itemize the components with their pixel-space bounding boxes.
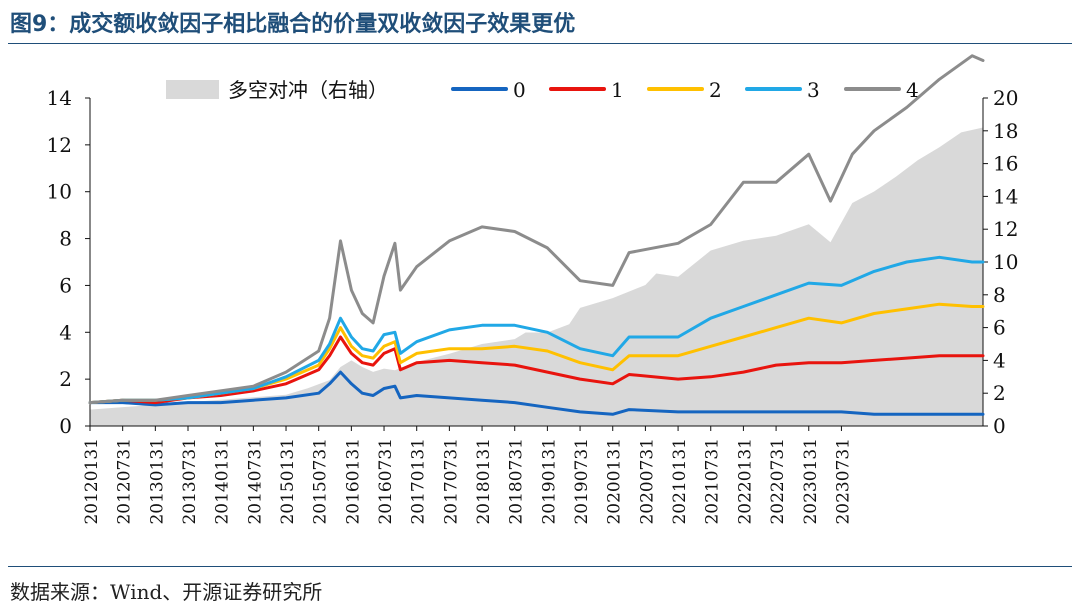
y-left-tick-label: 4 [59, 320, 72, 344]
legend-label-1: 1 [611, 78, 624, 102]
y-left-tick-label: 12 [47, 133, 72, 157]
axes-layer: 0 2 4 6 8 10 12 14 0 2 4 6 8 10 12 14 16 18 20 20120131 2012… [47, 86, 1019, 525]
y-right-tick-label: 18 [993, 119, 1018, 143]
series-line-1 [88, 335, 985, 405]
x-tick-label: 20120731 [115, 438, 135, 525]
y-right-tick-label: 16 [993, 152, 1018, 176]
x-tick-label: 20120131 [82, 438, 102, 525]
x-tick-label: 20230731 [833, 438, 853, 525]
x-tick-label: 20150131 [278, 438, 298, 525]
y-left-tick-label: 0 [59, 414, 72, 438]
area-layer [90, 127, 983, 426]
y-right-tick-label: 14 [993, 184, 1018, 208]
y-right-tick-label: 12 [993, 217, 1018, 241]
y-right-tick-label: 6 [993, 316, 1006, 340]
series-line-3 [88, 255, 985, 405]
legend-label-3: 3 [807, 78, 820, 102]
x-tick-label: 20220131 [735, 438, 755, 525]
x-tick-label: 20160131 [343, 438, 363, 525]
lines-layer [88, 54, 985, 416]
series-line-4 [88, 54, 985, 405]
x-tick-label: 20180731 [507, 438, 527, 525]
y-left-tick-label: 2 [59, 367, 72, 391]
x-tick-label: 20230131 [801, 438, 821, 525]
x-tick-label: 20150731 [311, 438, 331, 525]
y-left-tick-label: 10 [47, 180, 72, 204]
y-right-tick-label: 0 [993, 414, 1006, 438]
legend: 多空对冲（右轴） 0 1 2 3 4 [166, 78, 919, 102]
x-tick-label: 20160731 [376, 438, 396, 525]
x-tick-label: 20170731 [441, 438, 461, 525]
x-tick-label: 20180131 [474, 438, 494, 525]
y-left-tick-label: 8 [59, 227, 72, 251]
x-tick-label: 20200731 [637, 438, 657, 525]
legend-label-4: 4 [906, 78, 919, 102]
chart-title: 图9：成交额收敛因子相比融合的价量双收敛因子效果更优 [10, 12, 576, 37]
y-right-tick-label: 4 [993, 348, 1006, 372]
y-right-tick-label: 8 [993, 283, 1006, 307]
title-divider [8, 43, 1072, 44]
x-tick-label: 20190131 [539, 438, 559, 525]
x-tick-label: 20220731 [768, 438, 788, 525]
footer-divider [8, 566, 1072, 567]
y-right-tick-label: 20 [993, 86, 1018, 110]
x-tick-label: 20140731 [245, 438, 265, 525]
area-series-hedge [90, 127, 983, 426]
y-right-tick-label: 2 [993, 381, 1006, 405]
x-tick-label: 20130131 [147, 438, 167, 525]
source-note: 数据来源：Wind、开源证券研究所 [10, 580, 323, 604]
y-left-tick-label: 14 [47, 86, 72, 110]
x-tick-label: 20200131 [605, 438, 625, 525]
legend-swatch-hedge [166, 80, 219, 99]
x-tick-label: 20210731 [703, 438, 723, 525]
x-tick-label: 20140131 [213, 438, 233, 525]
legend-label-2: 2 [709, 78, 722, 102]
y-right-tick-label: 10 [993, 250, 1018, 274]
legend-label-hedge: 多空对冲（右轴） [228, 78, 388, 102]
x-tick-label: 20210131 [670, 438, 690, 525]
x-tick-label: 20170131 [409, 438, 429, 525]
legend-label-0: 0 [513, 78, 526, 102]
y-left-tick-label: 6 [59, 273, 72, 297]
x-tick-label: 20190731 [572, 438, 592, 525]
series-line-0 [88, 370, 985, 416]
x-tick-label: 20130731 [180, 438, 200, 525]
